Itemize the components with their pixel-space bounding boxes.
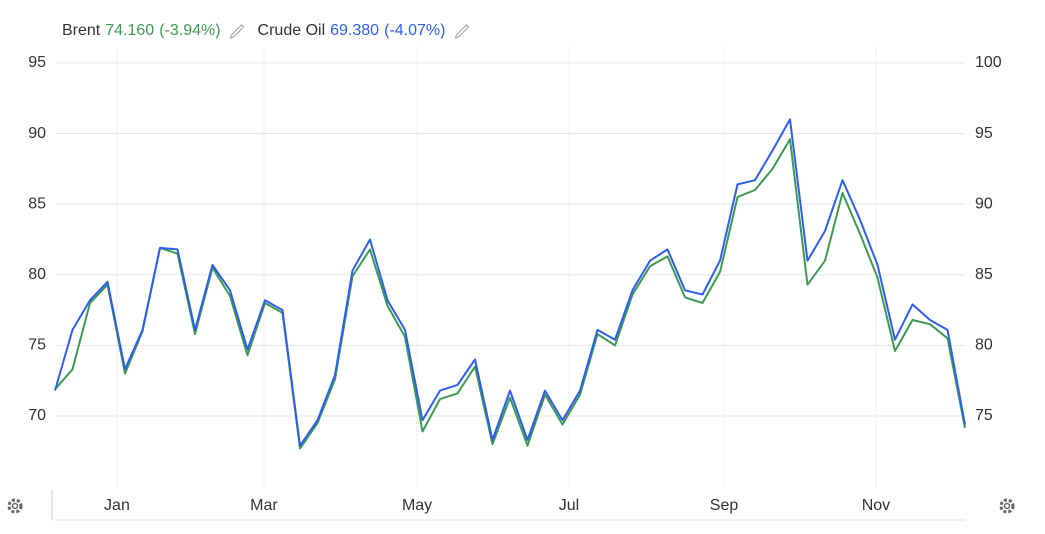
legend-name: Brent: [62, 22, 101, 39]
legend-change: (-4.07%): [384, 22, 445, 39]
legend-value: 74.160: [105, 22, 154, 39]
edit-icon[interactable]: [229, 24, 245, 39]
y-tick-label: 80: [28, 266, 46, 283]
y2-tick-label: 95: [975, 125, 993, 142]
y-tick-label: 90: [28, 125, 46, 142]
y-tick-label: 75: [28, 337, 46, 354]
legend: Brent 74.160 (-3.94%) Crude Oil 69.380 (-4.07…: [62, 22, 470, 39]
y-tick-label: 95: [28, 54, 46, 71]
legend-name: Crude Oil: [258, 22, 326, 39]
edit-icon[interactable]: [454, 24, 470, 39]
gear-hub[interactable]: [11, 502, 19, 510]
y2-tick-label: 85: [975, 266, 993, 283]
gear-hub[interactable]: [1003, 502, 1011, 510]
x-tick-label: May: [402, 497, 432, 514]
y-tick-label: 70: [28, 407, 46, 424]
x-tick-label: Mar: [250, 497, 278, 514]
y2-tick-label: 75: [975, 407, 993, 424]
gear[interactable]: [999, 498, 1015, 514]
legend-change: (-3.94%): [159, 22, 220, 39]
settings-icon[interactable]: [999, 498, 1015, 514]
y-tick-label: 85: [28, 195, 46, 212]
y2-tick-label: 80: [975, 337, 993, 354]
gear[interactable]: [7, 498, 23, 514]
legend-value: 69.380: [330, 22, 379, 39]
settings-icon[interactable]: [7, 498, 23, 514]
x-tick-label: Sep: [710, 497, 739, 514]
legend-box: [55, 10, 548, 46]
x-tick-label: Nov: [862, 497, 890, 514]
x-tick-label: Jan: [104, 497, 130, 514]
y2-tick-label: 100: [975, 54, 1002, 71]
y2-tick-label: 90: [975, 195, 993, 212]
series-line: [54, 118, 966, 447]
x-tick-label: Jul: [559, 497, 579, 514]
